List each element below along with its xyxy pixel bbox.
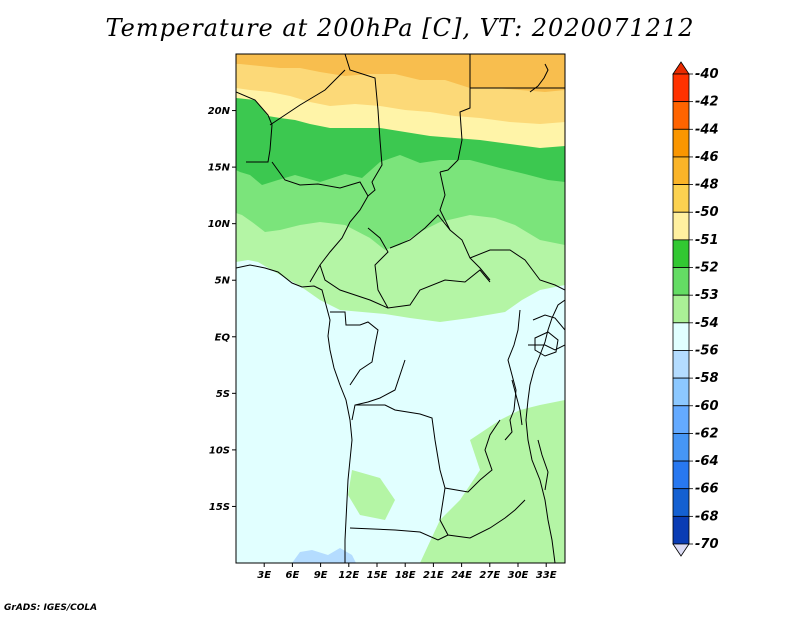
lat-label: 5N — [215, 276, 231, 287]
lake-victoria — [534, 331, 559, 357]
lon-label: 6E — [286, 570, 300, 581]
border-gabon — [330, 311, 379, 386]
lon-label: 9E — [314, 570, 328, 581]
colorbar-segment — [672, 377, 690, 407]
colorbar-segment — [672, 267, 690, 296]
lon-label: 3E — [257, 570, 271, 581]
colorbar-segment — [672, 294, 690, 324]
border-sudan-south — [469, 249, 565, 291]
lat-label: 15S — [209, 502, 230, 513]
border-tanzania — [528, 344, 565, 351]
temperature-field — [236, 54, 565, 563]
colorbar-segment — [672, 488, 690, 517]
lon-label: 24E — [451, 570, 472, 581]
colorbar-label: -42 — [695, 95, 719, 110]
colorbar-label: -56 — [695, 343, 719, 358]
border-drc-angola — [355, 404, 501, 493]
colorbar-label: -48 — [695, 178, 719, 193]
border-car — [367, 227, 491, 309]
colorbar-label: -70 — [695, 537, 719, 552]
red-sea-coast — [529, 63, 549, 93]
lat-label: 20N — [208, 106, 231, 117]
color-legend: -40 -42 -44 -46 -48 -50 -51 -52 -53 -54 -56 -58 -60 -… — [672, 61, 719, 557]
border-car-2 — [389, 214, 451, 249]
colorbar-top-arrow — [672, 61, 690, 75]
colorbar-segment — [672, 350, 690, 379]
border-north-3 — [236, 91, 273, 163]
colorbar-label: -66 — [695, 482, 719, 497]
colorbar-segment — [672, 73, 690, 103]
border-east-lakes — [504, 309, 521, 441]
zone-light-green-south — [420, 400, 565, 563]
border-kenya — [532, 314, 565, 331]
lon-label: 21E — [423, 570, 444, 581]
colorbar-segment — [672, 184, 690, 213]
zone-light-blue — [292, 548, 356, 563]
lon-label: 18E — [395, 570, 416, 581]
lat-label: 10N — [208, 219, 231, 230]
zone-light-green-sw — [348, 470, 395, 520]
colorbar-segment — [672, 515, 690, 545]
colorbar-segment — [672, 322, 690, 351]
colorbar-segment — [672, 211, 690, 241]
colorbar-segment — [672, 156, 690, 185]
lat-label: 15N — [208, 163, 231, 174]
border-north-4 — [269, 69, 346, 126]
colorbar-label: -44 — [695, 122, 719, 137]
colorbar-label: -40 — [695, 67, 719, 82]
colorbar-label: -60 — [695, 399, 719, 414]
colorbar-label: -52 — [695, 261, 719, 276]
colorbar-segment — [672, 460, 690, 490]
plot-title: Temperature at 200hPa [C], VT: 202007121… — [105, 14, 695, 42]
colorbar-label: -51 — [695, 233, 719, 248]
colorbar-segment — [672, 101, 690, 130]
grads-credit: GrADS: IGES/COLA — [4, 603, 98, 613]
colorbar-label: -68 — [695, 509, 719, 524]
coastline — [236, 264, 353, 563]
zone-orange — [236, 54, 565, 92]
lat-label: EQ — [215, 332, 231, 343]
border-north-1 — [344, 54, 383, 197]
colorbar-label: -46 — [695, 150, 719, 165]
lake-malawi — [537, 439, 549, 491]
lon-label: 27E — [479, 570, 500, 581]
lon-label: 12E — [338, 570, 359, 581]
map-frame — [235, 53, 566, 564]
lon-label: 15E — [367, 570, 388, 581]
country-borders — [236, 54, 565, 563]
longitude-axis: 3E 6E 9E 12E 15E 18E 21E 24E 27E 30E 33E — [257, 563, 557, 581]
colorbar-label: -54 — [695, 316, 719, 331]
colorbar-segment — [672, 239, 690, 268]
colorbar-label: -50 — [695, 205, 719, 220]
border-angola-zambia — [349, 527, 449, 541]
lon-label: 30E — [508, 570, 529, 581]
colorbar-label: -58 — [695, 371, 719, 386]
border-cameroon — [319, 264, 389, 309]
border-zambia — [439, 487, 526, 539]
colorbar-label: -53 — [695, 288, 719, 303]
border-north-2 — [439, 54, 471, 173]
colorbar-segment — [672, 405, 690, 434]
lon-label: 33E — [536, 570, 557, 581]
colorbar-segment — [672, 433, 690, 462]
east-coast — [525, 299, 565, 563]
border-chad-sudan — [439, 171, 491, 281]
lat-label: 5S — [216, 389, 230, 400]
lake-tanganyika — [511, 379, 523, 426]
latitude-axis: 20N 15N 10N 5N EQ 5S 10S 15S — [208, 106, 236, 513]
colorbar-label: -62 — [695, 426, 719, 441]
border-nigeria — [271, 161, 369, 283]
lat-label: 10S — [209, 445, 230, 456]
colorbar-label: -64 — [695, 454, 719, 469]
colorbar-segment — [672, 128, 690, 158]
colorbar-bottom-arrow — [672, 543, 690, 557]
